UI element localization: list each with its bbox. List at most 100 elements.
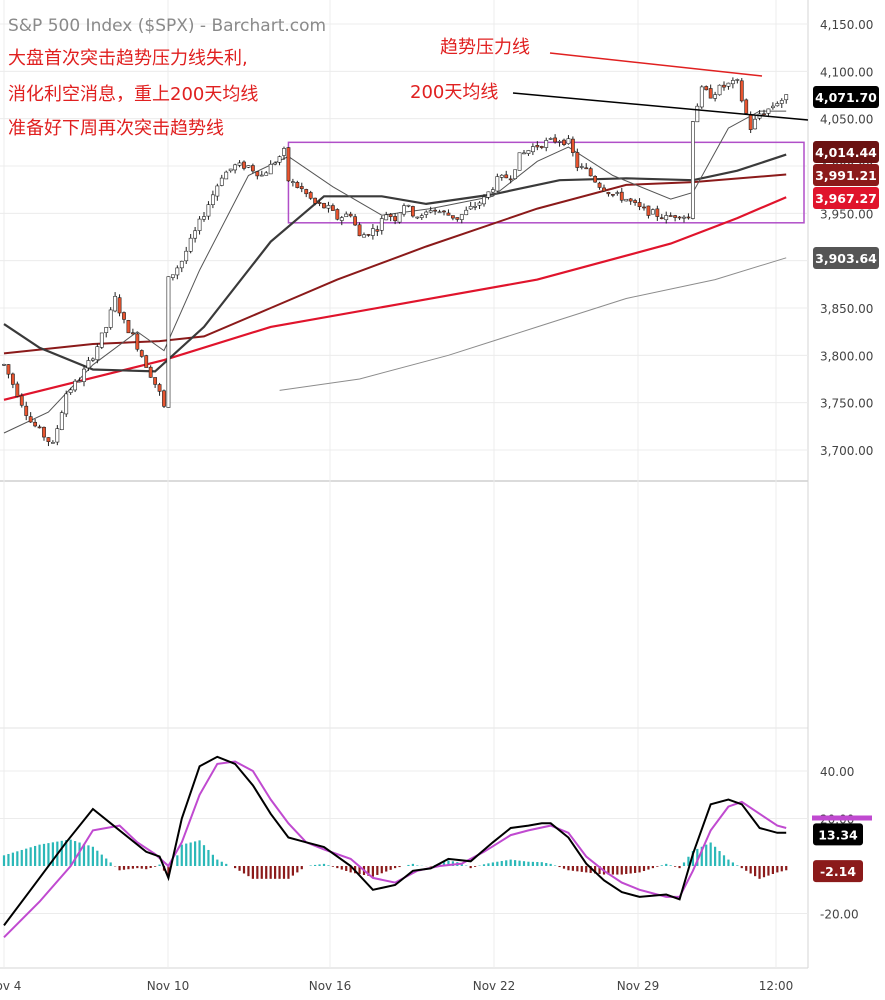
commentary-line-2: 消化利空消息，重上200天均线: [8, 84, 258, 105]
candle-down: [704, 86, 709, 91]
candle-up: [188, 237, 193, 252]
candle-up: [775, 103, 780, 107]
candle-down: [504, 174, 509, 179]
candle-down: [139, 350, 144, 357]
stoch-hist-label-box[interactable]: [813, 860, 863, 883]
candle-up: [717, 84, 722, 96]
candle-up: [59, 412, 64, 430]
candle-up: [766, 108, 771, 114]
y-tick-label: 3,850.00: [820, 302, 873, 316]
candle-down: [659, 217, 664, 220]
price-label-box[interactable]: [813, 141, 879, 163]
candle-down: [744, 99, 749, 114]
candle-down: [562, 139, 566, 145]
x-tick-label: 12:00: [759, 979, 794, 993]
candle-up: [682, 216, 686, 219]
candle-up: [259, 174, 264, 177]
candle-down: [148, 366, 153, 378]
candle-down: [335, 209, 340, 220]
candle-down: [153, 377, 158, 385]
candle-up: [290, 181, 295, 183]
price-label-text[interactable]: 4,014.44: [815, 145, 877, 160]
price-label-box[interactable]: [813, 86, 879, 108]
candle-up: [210, 194, 215, 205]
candle-down: [144, 355, 149, 368]
candle-down: [28, 416, 33, 423]
candle-down: [130, 332, 135, 335]
candle-up: [695, 105, 700, 123]
candle-up: [104, 327, 109, 333]
candle-up: [753, 118, 758, 130]
trend-line-label: 趋势压力线: [440, 37, 530, 58]
price-label-text[interactable]: 4,071.70: [815, 90, 877, 105]
candle-down: [375, 229, 380, 232]
candle-down: [304, 189, 309, 195]
price-labels[interactable]: 4,071.70 4,014.44 3,991.21 3,967.27 3,903.64…: [812, 86, 879, 883]
candle-up: [415, 216, 420, 219]
candle-up: [197, 218, 202, 231]
candle-down: [388, 214, 393, 217]
x-tick-label: Nov 10: [147, 979, 190, 993]
candle-down: [348, 213, 353, 217]
candle-up: [770, 105, 775, 109]
candle-down: [410, 206, 415, 217]
candle-up: [166, 276, 171, 408]
candle-up: [499, 174, 504, 178]
candle-down: [553, 137, 558, 143]
candle-down: [313, 197, 318, 204]
price-label-text[interactable]: 3,903.64: [815, 251, 877, 266]
candle-up: [419, 215, 424, 218]
candle-down: [117, 297, 122, 314]
trend-pressure-line: [549, 52, 763, 77]
candle-down: [393, 216, 398, 222]
candle-up: [664, 215, 669, 221]
candle-down: [606, 192, 611, 195]
candle-down: [597, 182, 602, 188]
candle-up: [193, 230, 198, 239]
ma200-label: 200天均线: [410, 82, 498, 103]
price-label-text[interactable]: 3,967.27: [815, 191, 877, 206]
candle-up: [779, 100, 784, 104]
candle-down: [450, 215, 455, 219]
candle-down: [446, 212, 451, 216]
candle-up: [424, 211, 429, 215]
candle-up: [206, 204, 211, 217]
commentary-line-1: 大盘首次突击趋势压力线失利,: [8, 48, 248, 69]
candle-down: [135, 333, 140, 350]
price-label-box[interactable]: [813, 164, 879, 186]
candle-up: [437, 211, 442, 214]
candle-up: [82, 368, 86, 382]
candle-up: [228, 168, 233, 172]
candle-up: [397, 212, 402, 223]
candle-up: [55, 428, 60, 443]
x-tick-label: Nov 16: [309, 979, 352, 993]
candle-up: [99, 332, 104, 348]
candle-down: [317, 202, 322, 204]
candle-up: [522, 152, 526, 155]
candle-up: [108, 309, 113, 328]
price-label-text[interactable]: 3,991.21: [815, 168, 877, 183]
stoch-hist-label-text[interactable]: -2.14: [820, 864, 856, 879]
candle-down: [575, 152, 580, 168]
candle-up: [175, 267, 180, 276]
annotation-lines: [512, 52, 809, 121]
stochastic-d-line: [3, 760, 787, 939]
candle-up: [406, 204, 411, 207]
stoch-k-label-box[interactable]: [813, 823, 863, 846]
candle-up: [459, 214, 464, 220]
stoch-d-marker: [812, 815, 872, 821]
axes: 3,700.003,750.003,800.003,850.003,900.00…: [0, 18, 873, 993]
candle-up: [486, 191, 491, 198]
stoch-k-label-text[interactable]: 13.34: [818, 827, 858, 842]
candle-down: [633, 200, 638, 203]
moving-average-ma50: [3, 153, 787, 373]
y-tick-label: 4,100.00: [820, 65, 873, 79]
candle-up: [713, 94, 718, 99]
candle-down: [255, 171, 260, 177]
candle-up: [86, 360, 91, 369]
candle-up: [237, 162, 242, 166]
candle-down: [299, 186, 304, 190]
price-label-box[interactable]: [813, 247, 879, 269]
price-label-box[interactable]: [813, 187, 879, 209]
